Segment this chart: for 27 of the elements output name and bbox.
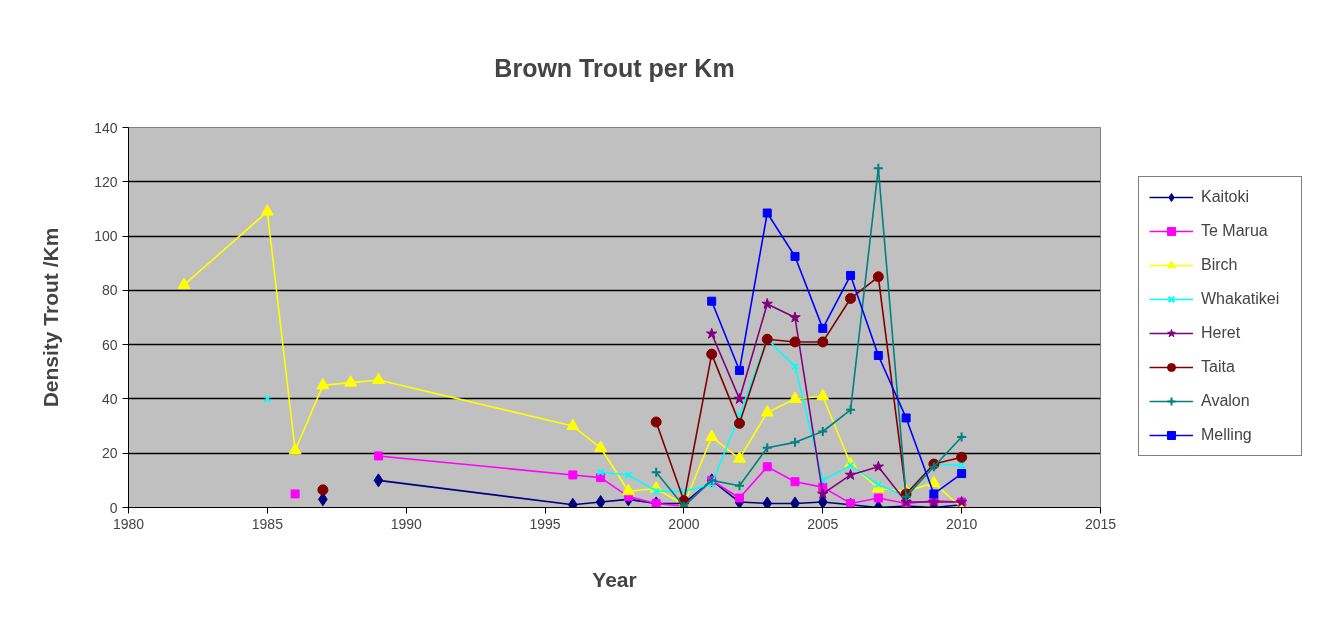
x-tick-label: 1980 — [112, 515, 145, 532]
legend-label: Whakatikei — [1201, 289, 1281, 309]
x-tick-label: 1985 — [251, 515, 284, 532]
y-tick-label: 60 — [101, 336, 118, 353]
x-tick-label: 2005 — [807, 515, 839, 532]
y-tick-label: 0 — [109, 499, 118, 516]
x-tick-label: 2000 — [668, 515, 700, 532]
y-tick-label: 100 — [94, 228, 118, 245]
x-tick-label: 1990 — [390, 515, 422, 532]
y-tick-label: 120 — [94, 173, 118, 190]
y-axis-title: Density Trout /Km — [39, 227, 63, 408]
legend-label: Te Marua — [1201, 221, 1269, 241]
x-tick-label: 2010 — [946, 515, 978, 532]
legend-label: Taita — [1201, 357, 1236, 377]
chart-title: Brown Trout per Km — [494, 53, 735, 82]
x-axis-title: Year — [592, 567, 637, 591]
legend-label: Avalon — [1201, 391, 1251, 411]
y-tick-label: 140 — [94, 119, 118, 136]
legend-label: Melling — [1201, 425, 1253, 445]
y-tick-label: 20 — [101, 445, 118, 462]
legend-label: Birch — [1201, 255, 1239, 275]
y-tick-label: 80 — [101, 282, 118, 299]
y-tick-label: 40 — [101, 390, 118, 407]
x-tick-label: 1995 — [529, 515, 561, 532]
legend-label: Heret — [1201, 323, 1242, 343]
x-tick-label: 2015 — [1084, 515, 1117, 532]
legend-label: Kaitoki — [1201, 187, 1251, 207]
